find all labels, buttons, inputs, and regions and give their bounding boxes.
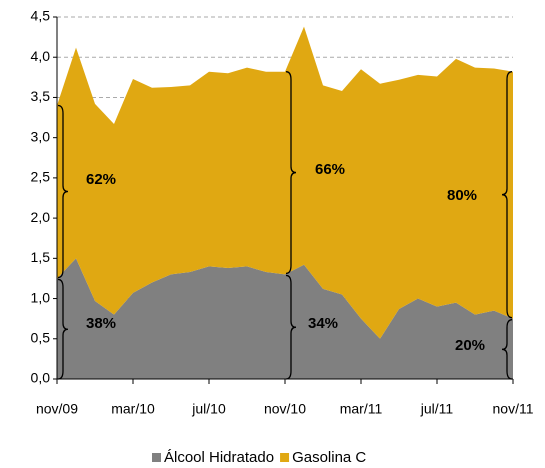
legend-swatch bbox=[280, 453, 290, 462]
x-tick-label: nov/11 bbox=[493, 401, 534, 417]
annotation: 20% bbox=[455, 337, 485, 354]
x-tick-label: jul/11 bbox=[420, 401, 454, 417]
brace bbox=[501, 71, 513, 319]
y-tick-label: 4,5 bbox=[31, 8, 51, 24]
y-tick-label: 0,5 bbox=[31, 329, 51, 345]
y-tick-label: 1,0 bbox=[31, 289, 51, 305]
annotation: 34% bbox=[308, 315, 338, 332]
annotation: 38% bbox=[86, 315, 116, 332]
annotation: 80% bbox=[447, 187, 477, 204]
brace bbox=[57, 104, 69, 279]
y-tick-label: 2,5 bbox=[31, 169, 51, 185]
x-tick-label: mar/10 bbox=[111, 401, 155, 417]
legend-label: Álcool Hidratado bbox=[164, 449, 274, 466]
area bbox=[57, 258, 513, 379]
y-tick-label: 3,0 bbox=[31, 128, 51, 144]
y-tick-label: 1,5 bbox=[31, 249, 51, 265]
y-tick-label: 2,0 bbox=[31, 209, 51, 225]
annotation: 62% bbox=[86, 171, 116, 188]
legend-label: Gasolina C bbox=[292, 449, 366, 466]
x-tick-label: jul/10 bbox=[191, 401, 226, 417]
y-tick-label: 4,0 bbox=[31, 48, 51, 64]
brace bbox=[285, 71, 297, 275]
annotation: 66% bbox=[315, 161, 345, 178]
x-tick-label: nov/09 bbox=[36, 401, 78, 417]
legend-swatch bbox=[152, 453, 161, 462]
y-tick-label: 3,5 bbox=[31, 88, 51, 104]
x-tick-label: mar/11 bbox=[340, 401, 383, 417]
y-tick-label: 0,0 bbox=[31, 370, 51, 386]
brace bbox=[285, 274, 297, 380]
brace bbox=[501, 319, 513, 380]
brace bbox=[57, 278, 69, 380]
area bbox=[57, 26, 513, 339]
x-tick-label: nov/10 bbox=[264, 401, 306, 417]
